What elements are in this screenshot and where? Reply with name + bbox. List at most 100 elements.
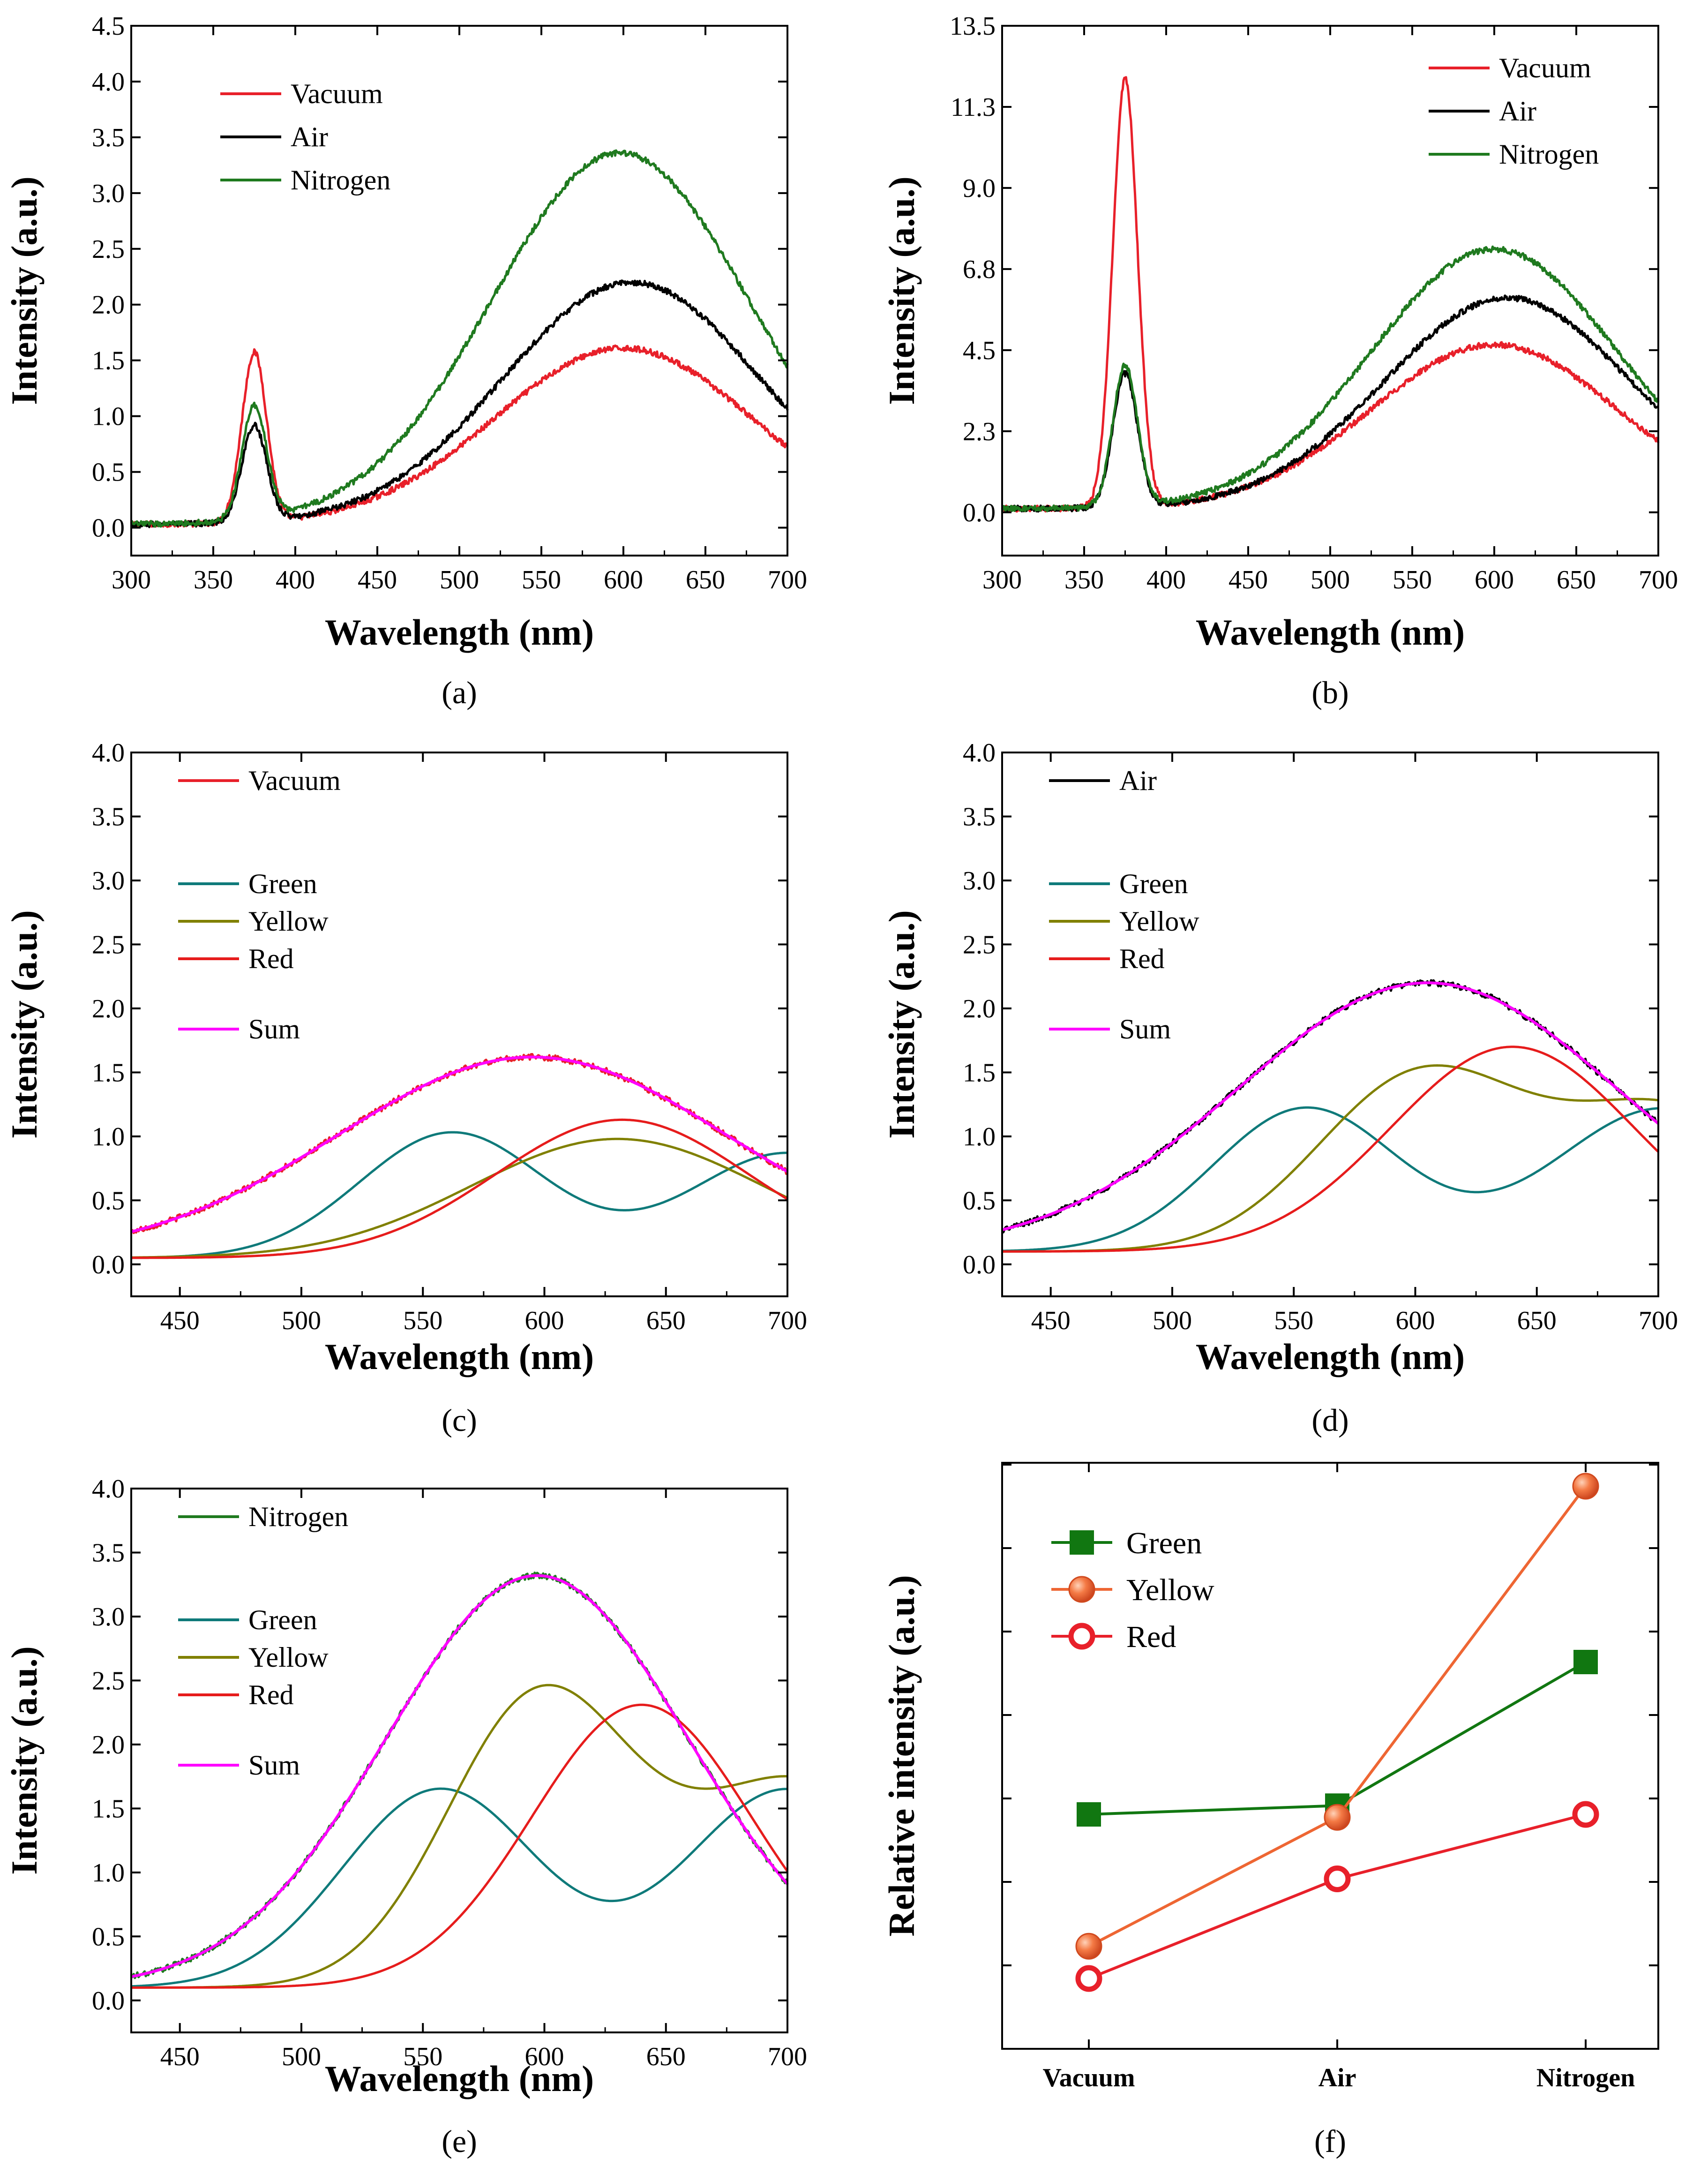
y-tick-label: 4.0 — [92, 738, 125, 767]
x-tick-label: 650 — [1517, 1306, 1557, 1335]
series-yellow-line — [1002, 1064, 1659, 1253]
x-tick-label: 600 — [524, 2042, 564, 2071]
series-nitrogen-line — [1001, 245, 1660, 512]
x-axis-label: Wavelength (nm) — [1196, 612, 1465, 653]
y-axis-label: Intensity (a.u.) — [4, 176, 45, 405]
plot-frame — [1001, 1462, 1659, 2050]
panel-label-c: (c) — [442, 1402, 477, 1438]
series-nitrogen-line — [130, 149, 789, 528]
category-label-air: Air — [1318, 2063, 1356, 2092]
legend-label-air: Air — [291, 121, 328, 152]
legend-label-green: Green — [248, 1604, 317, 1635]
y-tick-label: 1.0 — [963, 1122, 996, 1151]
y-tick-label: 9.0 — [963, 174, 996, 203]
x-axis-label: Wavelength (nm) — [325, 612, 594, 653]
panel-c: 450 500 550 600 650 700 0.0 0.5 1.0 1.5 2.0 2.5 3.0 3… — [4, 738, 807, 1438]
x-tick-label: 650 — [646, 1306, 686, 1335]
x-tick-label: 450 — [1031, 1306, 1071, 1335]
panel-label-e: (e) — [442, 2123, 477, 2159]
x-tick-label: 650 — [646, 2042, 686, 2071]
legend-label-yellow: Yellow — [1119, 906, 1199, 937]
y-tick-label: 4.0 — [92, 1474, 125, 1504]
y-tick-label: 1.0 — [92, 402, 125, 431]
legend-label-sum: Sum — [248, 1014, 300, 1045]
category-label-nitrogen: Nitrogen — [1536, 2063, 1635, 2092]
y-tick-label: 2.0 — [92, 994, 125, 1023]
y-tick-label: 3.0 — [92, 1602, 125, 1632]
y-tick-label: 3.0 — [92, 179, 125, 208]
legend-label-sum: Sum — [248, 1750, 300, 1781]
y-tick-label: 0.5 — [92, 458, 125, 487]
legend-label-yellow: Yellow — [248, 906, 329, 937]
y-tick-label: 3.5 — [92, 802, 125, 831]
series-green-line — [1002, 1106, 1659, 1252]
legend-label-green: Green — [248, 868, 317, 899]
series-green-point — [1077, 1802, 1101, 1827]
x-tick-label: 600 — [1395, 1306, 1435, 1335]
x-tick-label: 500 — [282, 2042, 321, 2071]
legend-label-red: Red — [248, 1679, 294, 1710]
y-tick-label: 0.5 — [963, 1186, 996, 1215]
y-tick-label: 2.0 — [963, 994, 996, 1023]
category-label-vacuum: Vacuum — [1042, 2063, 1135, 2092]
series-sum-line — [131, 1574, 789, 1978]
series-green-line — [1088, 1661, 1587, 1816]
y-tick-label: 1.5 — [92, 346, 125, 376]
y-tick-label: 11.3 — [951, 93, 996, 122]
panel-a: 300 350 400 450 500 550 600 650 700 0.0 0.5 1.0 1.5 2… — [4, 12, 807, 710]
x-tick-label: 450 — [1229, 565, 1268, 594]
x-axis-label: Wavelength (nm) — [325, 1336, 594, 1377]
y-tick-label: 0.0 — [963, 498, 996, 527]
series-yellow-point — [1075, 1933, 1102, 1960]
x-tick-label: 300 — [112, 565, 151, 594]
y-tick-label: 2.5 — [92, 930, 125, 959]
x-tick-label: 650 — [686, 565, 725, 594]
legend-marker-red — [1068, 1623, 1095, 1650]
legend-label-green: Green — [1126, 1526, 1202, 1560]
x-tick-label: 400 — [276, 565, 315, 594]
y-tick-label: 0.0 — [92, 1986, 125, 2016]
x-tick-label: 450 — [160, 2042, 200, 2071]
x-tick-label: 400 — [1146, 565, 1186, 594]
y-axis-label: Relative intensity (a.u.) — [881, 1575, 922, 1936]
y-tick-label: 13.5 — [950, 12, 996, 41]
x-tick-label: 350 — [1064, 565, 1104, 594]
y-tick-label: 3.5 — [92, 123, 125, 152]
y-axis-label: Intensity (a.u.) — [881, 176, 922, 405]
y-tick-label: 3.0 — [92, 866, 125, 895]
series-green-line — [131, 1131, 787, 1259]
legend-marker-yellow — [1068, 1576, 1095, 1603]
series-vacuum-line — [130, 1053, 789, 1234]
series-yellow-point — [1572, 1473, 1599, 1500]
x-tick-label: 700 — [768, 2042, 807, 2071]
x-tick-label: 700 — [768, 565, 807, 594]
panel-d: 450 500 550 600 650 700 0.0 0.5 1.0 1.5 2.0 2.5 3.0 3… — [881, 738, 1678, 1438]
y-tick-label: 1.0 — [92, 1858, 125, 1888]
x-tick-label: 550 — [1274, 1306, 1313, 1335]
panel-e: 450 500 550 600 650 700 0.0 0.5 1.0 1.5 2.0 2.5 3.0 3… — [4, 1474, 807, 2159]
x-tick-label: 300 — [982, 565, 1022, 594]
y-tick-label: 2.3 — [963, 417, 996, 446]
legend-label-vacuum: Vacuum — [248, 765, 341, 796]
y-tick-label: 4.0 — [963, 738, 996, 767]
y-tick-label: 2.5 — [92, 1666, 125, 1695]
legend-label-sum: Sum — [1119, 1014, 1171, 1045]
y-tick-label: 1.0 — [92, 1122, 125, 1151]
y-tick-label: 2.5 — [92, 235, 125, 264]
x-tick-label: 500 — [1153, 1306, 1192, 1335]
series-sum-line — [131, 1055, 788, 1234]
y-tick-label: 6.8 — [963, 255, 996, 284]
y-tick-label: 0.0 — [92, 514, 125, 543]
x-tick-label: 450 — [358, 565, 397, 594]
y-tick-label: 4.5 — [92, 12, 125, 41]
legend-label-yellow: Yellow — [1126, 1573, 1214, 1607]
y-axis-label: Intensity (a.u.) — [4, 1646, 45, 1875]
legend-label-red: Red — [1119, 943, 1165, 974]
y-tick-label: 0.5 — [92, 1186, 125, 1215]
series-red-point — [1572, 1801, 1599, 1828]
legend-label-yellow: Yellow — [248, 1642, 329, 1673]
series-vacuum-line — [1001, 76, 1660, 513]
series-red-line — [131, 1118, 788, 1259]
series-sum-line — [1002, 981, 1659, 1232]
x-tick-label: 550 — [522, 565, 561, 594]
